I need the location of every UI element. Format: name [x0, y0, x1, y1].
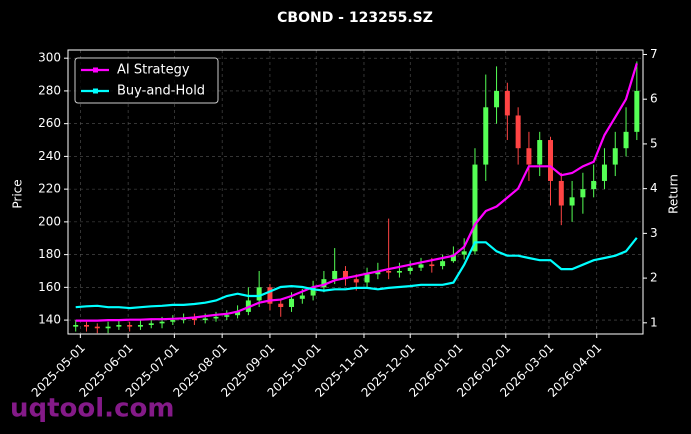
- candle-body: [137, 324, 143, 327]
- y2-tick-label: 1: [650, 315, 658, 329]
- candle-body: [375, 270, 381, 275]
- candle-body: [623, 131, 629, 149]
- y-tick-label: 200: [38, 214, 61, 228]
- candle-body: [569, 197, 575, 206]
- candle-body: [299, 295, 305, 299]
- y-tick-label: 240: [38, 149, 61, 163]
- candle-body: [170, 320, 176, 322]
- candle-body: [278, 303, 284, 307]
- candle-body: [472, 164, 478, 252]
- candle-body: [310, 287, 316, 296]
- candle-body: [634, 90, 640, 132]
- chart-title: CBOND - 123255.SZ: [277, 10, 433, 26]
- y-tick-label: 280: [38, 83, 61, 97]
- y2-tick-label: 4: [650, 181, 658, 195]
- y2-tick-label: 6: [650, 92, 658, 106]
- legend-label: AI Strategy: [117, 63, 190, 78]
- candle-body: [83, 324, 89, 327]
- legend-box: [74, 57, 219, 104]
- candle-body: [105, 326, 111, 329]
- candle-body: [440, 261, 446, 267]
- y2-tick-label: 7: [650, 47, 658, 61]
- candle-body: [191, 318, 197, 321]
- candle-body: [601, 164, 607, 181]
- candle-body: [526, 148, 532, 165]
- candle-body: [73, 324, 79, 327]
- candle-body: [256, 287, 262, 301]
- y2-axis-label: Return: [667, 174, 681, 214]
- candle-body: [548, 140, 554, 181]
- legend-marker: [93, 88, 98, 94]
- y-tick-label: 140: [38, 313, 61, 327]
- candle-body: [429, 264, 435, 267]
- candle-body: [159, 321, 165, 324]
- candle-body: [289, 298, 295, 307]
- candle-body: [504, 90, 510, 116]
- candle-body: [353, 279, 359, 283]
- candle-body: [483, 107, 489, 165]
- y2-tick-label: 5: [650, 136, 658, 150]
- candle-body: [407, 267, 413, 271]
- candle-body: [235, 311, 241, 316]
- candle-body: [580, 189, 586, 198]
- candle-body: [364, 274, 370, 283]
- candle-body: [612, 148, 618, 165]
- candle-body: [461, 251, 467, 255]
- y2-tick-label: 3: [650, 226, 658, 240]
- candle-body: [148, 323, 154, 325]
- y-tick-label: 220: [38, 182, 61, 196]
- y2-tick-label: 2: [650, 271, 658, 285]
- y-tick-label: 180: [38, 247, 61, 261]
- candle-body: [94, 326, 100, 329]
- candle-body: [418, 264, 424, 268]
- candle-body: [202, 318, 208, 321]
- candle-body: [494, 90, 500, 108]
- y-tick-label: 160: [38, 280, 61, 294]
- candle-body: [537, 140, 543, 165]
- candle-body: [558, 180, 564, 206]
- candle-body: [396, 270, 402, 273]
- series-line: [75, 63, 638, 322]
- candle-body: [332, 270, 338, 280]
- candle-body: [213, 316, 219, 319]
- watermark: uqtool.com: [10, 394, 174, 424]
- candle-body: [321, 279, 327, 288]
- candle-body: [224, 315, 230, 317]
- candle-body: [450, 254, 456, 262]
- y-tick-label: 300: [38, 51, 61, 65]
- candle-body: [515, 115, 521, 149]
- candle-body: [386, 270, 392, 273]
- candle-body: [116, 324, 122, 327]
- legend-label: Buy-and-Hold: [117, 84, 205, 99]
- series-line: [75, 237, 638, 310]
- y-tick-label: 260: [38, 116, 61, 130]
- legend-marker: [93, 67, 98, 73]
- y-axis-label: Price: [11, 179, 25, 208]
- candle-body: [591, 180, 597, 190]
- plot-frame: [67, 49, 644, 335]
- candle-body: [127, 324, 133, 327]
- candle-body: [267, 287, 273, 304]
- candle-body: [342, 270, 348, 280]
